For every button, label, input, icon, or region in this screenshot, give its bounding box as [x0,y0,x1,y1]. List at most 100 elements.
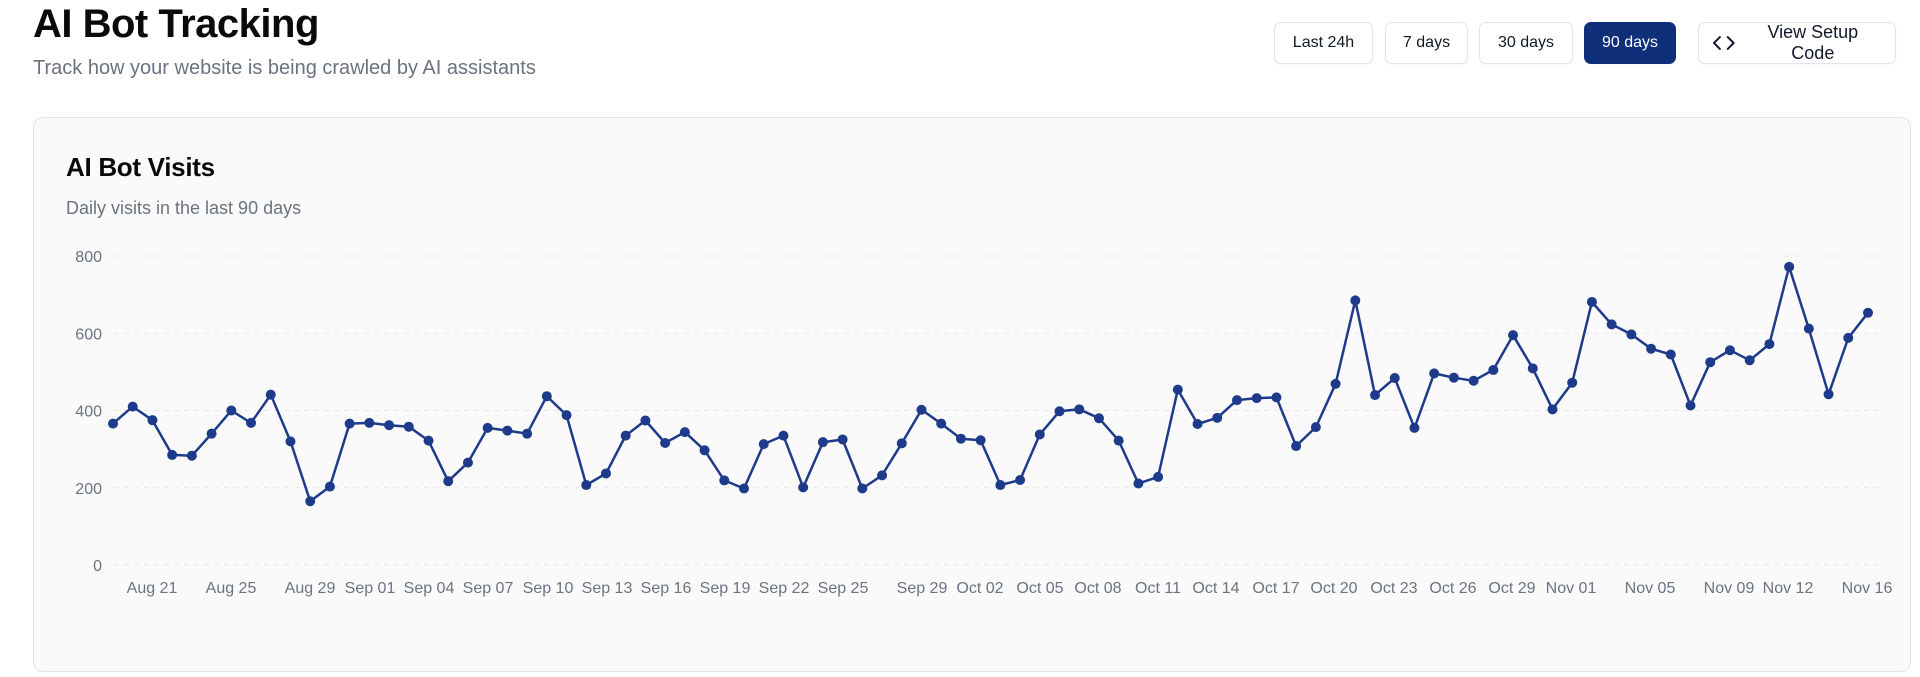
data-point [384,420,395,431]
data-point [423,435,434,446]
data-point [502,425,513,436]
data-point [1251,393,1262,404]
code-icon [1713,36,1735,50]
data-point [1231,395,1242,406]
data-point [344,418,355,429]
data-point [1547,404,1558,415]
x-tick-label: Oct 05 [1016,580,1063,597]
data-point [1508,330,1519,341]
data-point [1370,390,1381,401]
data-point [778,430,789,441]
data-point [305,496,316,507]
data-point [1133,478,1144,489]
data-point [620,430,631,441]
x-tick-label: Sep 22 [759,580,810,597]
data-point [1015,475,1026,486]
data-point [1468,375,1479,386]
x-tick-label: Oct 23 [1370,580,1417,597]
data-point [581,480,592,491]
data-point [1291,441,1302,452]
range-button-7-days[interactable]: 7 days [1385,22,1468,64]
data-point [482,422,493,433]
data-point [1724,345,1735,356]
data-point [226,405,237,416]
data-point [995,480,1006,491]
y-tick-label: 800 [75,249,102,266]
data-point [877,470,888,481]
data-point [1172,384,1183,395]
x-tick-label: Nov 01 [1546,580,1597,597]
y-tick-label: 0 [93,558,102,575]
data-point [1665,349,1676,360]
data-point [1429,368,1440,379]
x-tick-label: Sep 13 [582,580,633,597]
x-tick-label: Aug 25 [206,580,257,597]
y-tick-label: 200 [75,481,102,498]
view-setup-code-button[interactable]: View Setup Code [1698,22,1896,64]
x-tick-label: Sep 04 [404,580,455,597]
data-point [561,410,572,421]
data-point [837,434,848,445]
data-point [798,482,809,493]
card-title: AI Bot Visits [66,152,215,182]
x-tick-label: Oct 02 [956,580,1003,597]
data-point [147,415,158,426]
data-point [364,417,375,428]
data-point [896,438,907,449]
data-point [1705,357,1716,368]
data-point [1527,363,1538,374]
data-point [541,391,552,402]
data-point [1212,412,1223,423]
data-point [1646,343,1657,354]
x-tick-label: Oct 26 [1429,580,1476,597]
data-point [127,401,138,412]
y-tick-label: 600 [75,326,102,343]
data-point [246,417,257,428]
y-tick-label: 400 [75,404,102,421]
data-point [1863,307,1873,318]
x-tick-label: Sep 01 [345,580,396,597]
data-point [265,389,276,400]
range-button-30-days[interactable]: 30 days [1479,22,1573,64]
range-button-90-days[interactable]: 90 days [1584,22,1676,64]
data-point [1685,400,1696,411]
data-point [1389,373,1400,384]
data-point [1764,339,1775,350]
bot-visits-card: AI Bot Visits Daily visits in the last 9… [33,117,1911,672]
data-point [719,475,730,486]
data-point [1823,389,1834,400]
data-point [1074,404,1085,415]
data-point [1310,422,1321,433]
x-tick-label: Sep 25 [818,580,869,597]
data-point [1567,377,1578,388]
data-point [1093,413,1104,424]
data-point [206,428,217,439]
data-point [975,435,986,446]
data-point [1586,296,1597,307]
view-setup-code-label: View Setup Code [1767,22,1859,63]
x-tick-label: Sep 10 [523,580,574,597]
data-point [1488,364,1499,375]
data-point [1744,355,1755,366]
data-point [857,483,868,494]
data-point [679,427,690,438]
data-point [916,404,927,415]
data-point [1409,422,1420,433]
data-point [1113,435,1124,446]
data-point [522,428,533,439]
data-point [817,437,828,448]
range-button-last-24h[interactable]: Last 24h [1274,22,1373,64]
data-point [462,457,473,468]
data-point [1843,332,1854,343]
data-point [600,468,611,479]
data-point [1606,319,1617,330]
data-point [108,418,118,429]
data-point [1803,323,1814,334]
page-title: AI Bot Tracking [33,2,319,46]
data-point [403,421,414,432]
x-tick-label: Nov 09 [1704,580,1755,597]
data-point [1330,378,1341,389]
x-tick-label: Oct 11 [1135,580,1181,597]
x-tick-label: Oct 29 [1488,580,1535,597]
data-point [1626,329,1637,340]
